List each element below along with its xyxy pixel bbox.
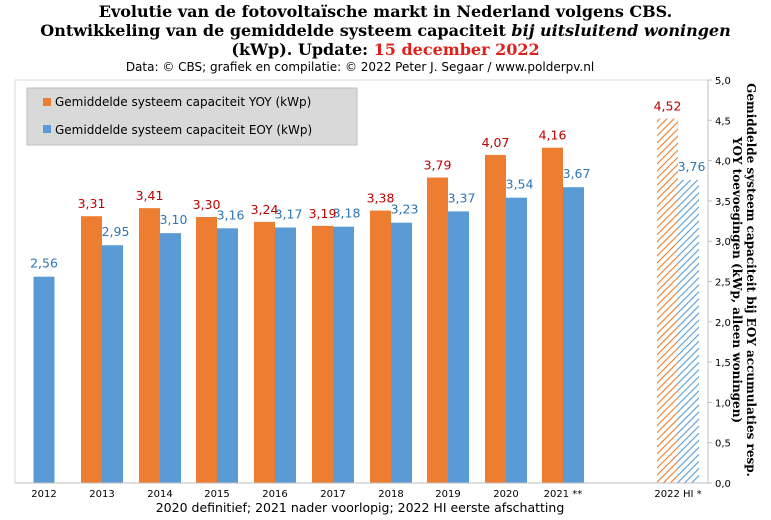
bar-eoy-6 <box>391 222 412 484</box>
title-line-3-text: (kWp). Update: <box>231 40 374 59</box>
bar-eoy-1 <box>102 245 123 483</box>
y-tick-label-1: 0,5 <box>715 439 731 450</box>
value-label-eoy-7: 3,37 <box>448 190 476 205</box>
bar-yoy-9 <box>542 147 563 484</box>
value-label-eoy-9: 3,67 <box>563 166 591 181</box>
bar-yoy-5 <box>312 225 333 484</box>
legend: Gemiddelde systeem capaciteit YOY (kWp) … <box>26 87 358 146</box>
y-tick-label-6: 3,0 <box>715 237 731 248</box>
x-tick-label-8: 2020 <box>493 489 518 500</box>
title-line-2-text: Ontwikkeling van de gemiddelde systeem c… <box>40 21 512 40</box>
y-tick-label-0: 0,0 <box>715 479 731 490</box>
bar-eoy-0 <box>33 276 55 483</box>
bar-yoy-4 <box>254 221 275 483</box>
title-line-3: (kWp). Update: 15 december 2022 <box>0 40 771 59</box>
x-tick-label-9: 2021 ** <box>544 489 583 500</box>
bar-yoy-8 <box>485 154 506 483</box>
value-label-eoy-10: 3,76 <box>678 159 706 174</box>
value-label-yoy-8: 4,07 <box>482 135 510 150</box>
bar-yoy-6 <box>370 210 391 483</box>
bars-group <box>33 118 699 484</box>
value-label-eoy-5: 3,18 <box>333 206 361 221</box>
y-tick-label-8: 4,0 <box>715 157 731 168</box>
x-tick-label-10: 2022 HI * <box>654 489 701 500</box>
value-label-eoy-6: 3,23 <box>391 202 419 217</box>
legend-label-yoy: Gemiddelde systeem capaciteit YOY (kWp) <box>55 95 311 109</box>
value-label-eoy-3: 3,16 <box>217 207 245 222</box>
update-date: 15 december 2022 <box>373 40 540 59</box>
bar-eoy-4 <box>275 227 296 483</box>
chart-footnote: 2020 definitief; 2021 nader voorlopig; 2… <box>155 500 565 515</box>
legend-swatch-yoy <box>43 98 51 106</box>
bar-eoy-8 <box>506 197 527 483</box>
value-labels-group: 2,56 3,31 2,95 3,41 3,10 3,303,16 3,243,17 3,19… <box>30 99 705 271</box>
y-tick-label-9: 4,5 <box>715 116 731 127</box>
bar-yoy-2 <box>139 208 160 484</box>
x-tick-label-4: 2016 <box>262 489 287 500</box>
bar-yoy-1 <box>81 216 102 484</box>
value-label-yoy-2: 3,41 <box>136 188 164 203</box>
bar-eoy-3 <box>217 228 238 483</box>
y-tick-label-4: 2,0 <box>715 318 731 329</box>
x-tick-label-2: 2014 <box>147 489 172 500</box>
x-axis: 2012 2013 2014 2015 2016 2017 2018 2019 2020 2021… <box>15 482 708 500</box>
bar-eoy-7 <box>448 211 469 484</box>
bar-eoy-9 <box>563 187 584 483</box>
x-tick-label-7: 2019 <box>435 489 460 500</box>
legend-swatch-eoy <box>43 125 51 133</box>
x-tick-label-0: 2012 <box>31 489 56 500</box>
legend-box <box>26 87 358 146</box>
value-label-yoy-10: 4,52 <box>654 99 682 114</box>
value-label-eoy-4: 3,17 <box>275 206 303 221</box>
value-label-yoy-7: 3,79 <box>424 158 452 173</box>
y-tick-label-5: 2,5 <box>715 278 731 289</box>
plot-area <box>14 79 709 484</box>
value-label-yoy-9: 4,16 <box>539 128 567 143</box>
chart-title: Evolutie van de fotovoltaïsche markt in … <box>0 2 771 59</box>
y-tick-label-10: 5,0 <box>715 76 731 87</box>
title-line-2: Ontwikkeling van de gemiddelde systeem c… <box>0 21 771 40</box>
y-axis-title: Gemiddelde systeem capaciteit bij EOY ac… <box>730 83 758 477</box>
value-label-yoy-3: 3,30 <box>193 197 221 212</box>
value-label-yoy-5: 3,19 <box>309 206 337 221</box>
value-label-eoy-0: 2,56 <box>30 256 58 271</box>
value-label-eoy-8: 3,54 <box>506 177 534 192</box>
y-tick-label-3: 1,5 <box>715 358 731 369</box>
title-line-1: Evolutie van de fotovoltaïsche markt in … <box>98 2 673 21</box>
x-tick-label-6: 2018 <box>378 489 403 500</box>
bar-yoy-10 <box>657 118 678 484</box>
y-tick-label-7: 3,5 <box>715 197 731 208</box>
legend-label-eoy: Gemiddelde systeem capaciteit EOY (kWp) <box>55 123 312 137</box>
bar-eoy-5 <box>333 226 354 483</box>
value-label-yoy-1: 3,31 <box>78 196 106 211</box>
y-tick-label-2: 1,0 <box>715 398 731 409</box>
chart-subtitle: Data: © CBS; grafiek en compilatie: © 20… <box>125 60 595 74</box>
x-tick-label-1: 2013 <box>89 489 114 500</box>
y-axis: 0,0 0,5 1,0 1,5 2,0 2,5 3,0 3,5 4,0 4,5 5,0 <box>707 76 731 490</box>
x-tick-label-3: 2015 <box>204 489 229 500</box>
value-label-eoy-1: 2,95 <box>102 224 130 239</box>
bar-eoy-2 <box>160 233 181 483</box>
x-tick-label-5: 2017 <box>320 489 345 500</box>
title-line-2-italic: bij uitsluitend woningen <box>511 21 731 40</box>
bar-yoy-3 <box>196 217 217 483</box>
bar-yoy-7 <box>427 177 448 483</box>
value-label-eoy-2: 3,10 <box>160 212 188 227</box>
value-label-yoy-4: 3,24 <box>251 202 279 217</box>
bar-eoy-10 <box>678 179 699 483</box>
value-label-yoy-6: 3,38 <box>367 191 395 206</box>
